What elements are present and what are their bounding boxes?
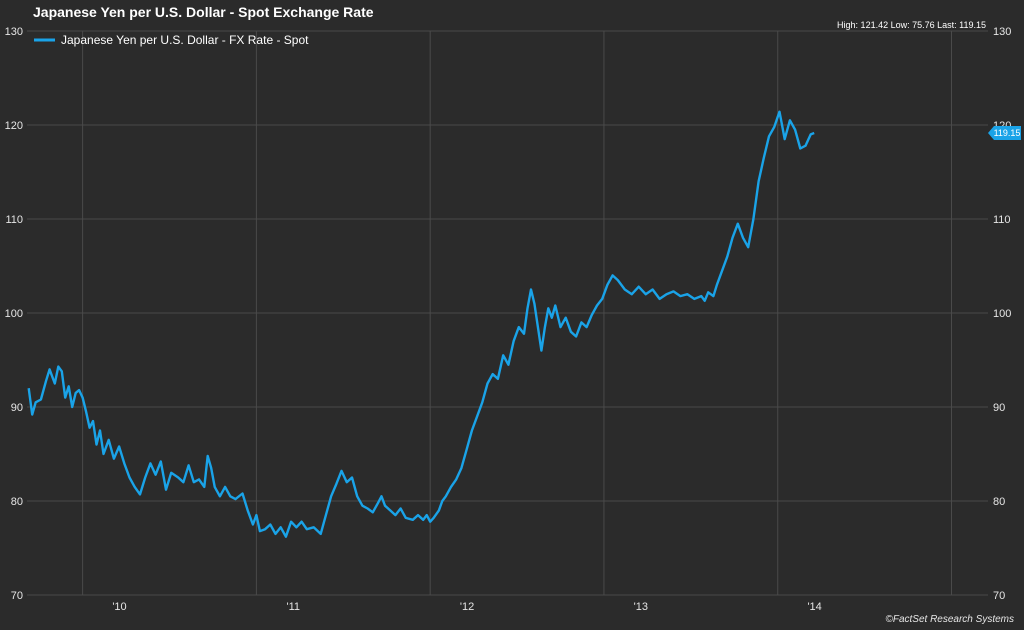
last-value-text: 119.15	[994, 128, 1021, 138]
y-tick-right: 110	[993, 214, 1011, 226]
legend: Japanese Yen per U.S. Dollar - FX Rate -…	[34, 33, 309, 47]
chart-title: Japanese Yen per U.S. Dollar - Spot Exch…	[33, 4, 374, 20]
grid-lines	[27, 30, 988, 596]
last-value-badge	[988, 125, 1021, 140]
y-tick-right: 70	[993, 590, 1005, 602]
y-tick-left: 80	[11, 496, 23, 508]
y-tick-left: 70	[11, 590, 23, 602]
x-tick-label: '13	[634, 601, 648, 613]
y-tick-left: 90	[11, 402, 23, 414]
series-layer	[27, 110, 815, 538]
copyright-notice: ©FactSet Research Systems	[885, 614, 1014, 625]
series-line	[27, 110, 815, 538]
y-tick-left: 120	[5, 120, 23, 132]
x-tick-label: '11	[287, 601, 301, 613]
y-tick-right: 130	[993, 26, 1011, 38]
last-value-marker: 119.15	[988, 125, 1021, 140]
y-tick-left: 130	[5, 26, 23, 38]
legend-label: Japanese Yen per U.S. Dollar - FX Rate -…	[61, 33, 309, 47]
chart-stats: High: 121.42 Low: 75.76 Last: 119.15	[837, 20, 986, 30]
y-tick-right: 80	[993, 496, 1005, 508]
x-tick-label: '10	[112, 601, 126, 613]
x-tick-label: '14	[807, 601, 821, 613]
y-tick-left: 110	[5, 214, 23, 226]
y-tick-right: 100	[993, 308, 1011, 320]
y-tick-left: 100	[5, 308, 23, 320]
x-tick-label: '12	[460, 601, 474, 613]
y-tick-right: 90	[993, 402, 1005, 414]
